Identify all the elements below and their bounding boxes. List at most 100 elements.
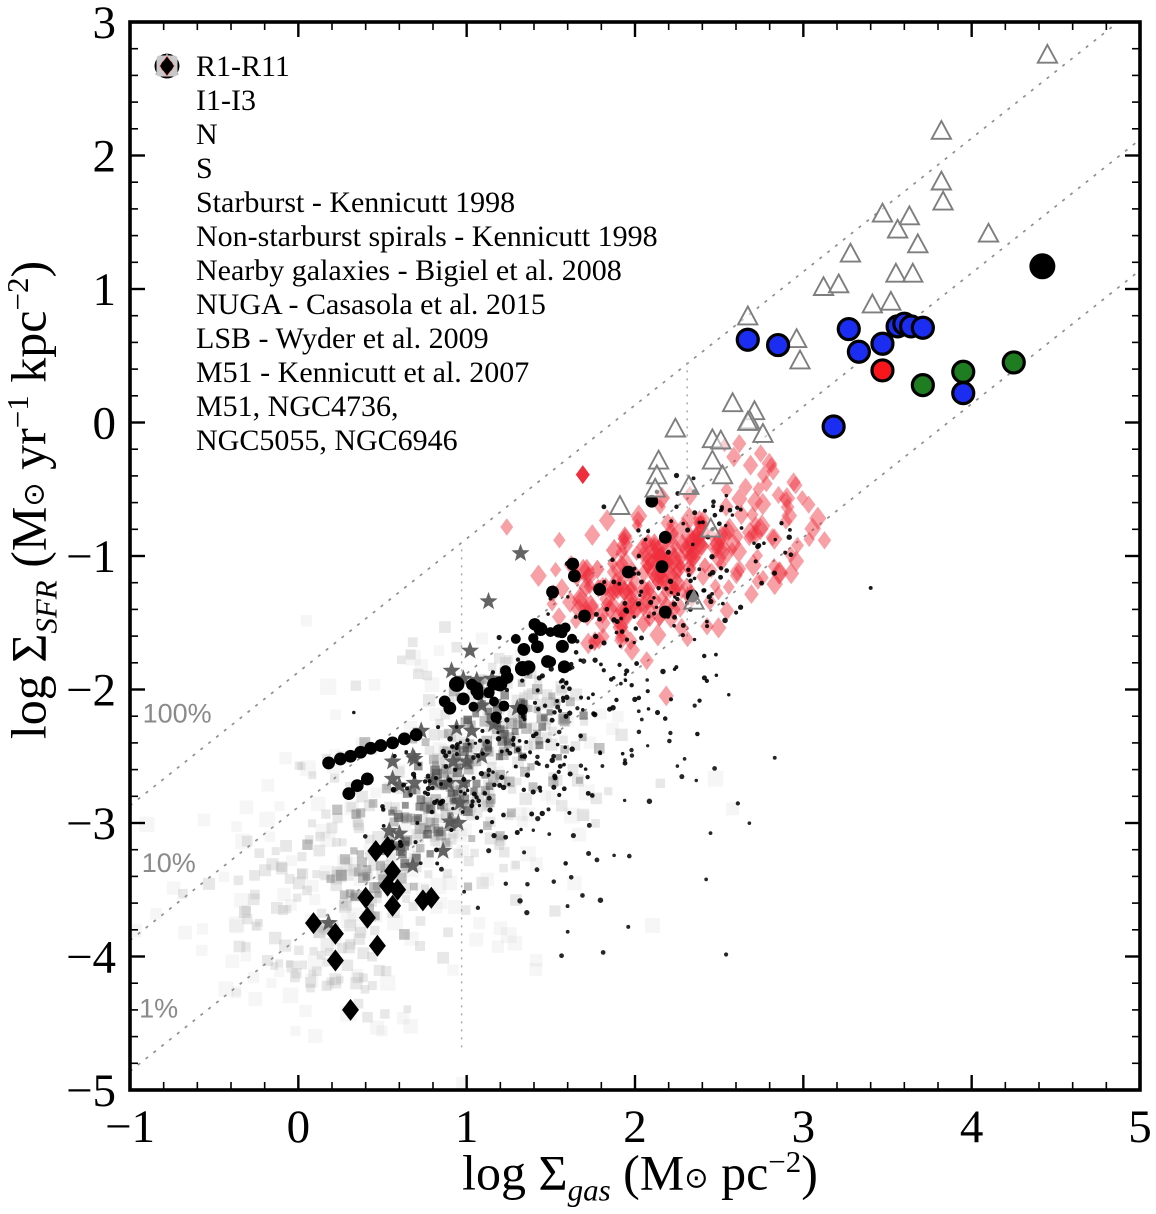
r-regions-point (735, 327, 760, 352)
starburst-point (884, 261, 908, 283)
s-region-legend-marker (150, 53, 196, 185)
non-starburst-point (403, 746, 422, 764)
m51-profiles-point (409, 728, 423, 742)
m51-profiles-point (344, 749, 357, 763)
r-regions-point (846, 339, 871, 364)
m51-profiles-point (360, 772, 374, 786)
lsb-point (368, 934, 386, 957)
starburst-point (898, 204, 921, 226)
legend-label-starburst: Starburst - Kennicutt 1998 (196, 186, 516, 219)
starburst-point (977, 221, 1000, 243)
starburst-point (827, 272, 850, 294)
starburst-point (839, 241, 862, 263)
starburst-point (751, 421, 775, 443)
non-starburst-point (454, 773, 473, 791)
m51-profiles-point (517, 643, 531, 656)
legend-item-r-regions: R1-R11 (150, 50, 658, 84)
non-starburst-point (442, 661, 461, 679)
non-starburst-point (403, 856, 422, 874)
y-tick-−3: −3 (66, 798, 116, 850)
plot-frame (128, 20, 1142, 1092)
legend-item-starburst: Starburst - Kennicutt 1998 (150, 52, 658, 220)
non-starburst-point (383, 752, 402, 770)
m51-profiles-point (546, 585, 559, 599)
r-regions-point (821, 414, 846, 439)
lsb-point (326, 949, 344, 972)
non-starburst-point (461, 641, 480, 659)
lsb-point (305, 912, 322, 935)
lsb-point (422, 886, 440, 909)
legend-label-bigiel: Nearby galaxies - Bigiel et al. 2008 (196, 254, 622, 287)
r-regions-point (765, 332, 791, 358)
y-tick-−5: −5 (66, 1065, 116, 1117)
starburst-point (879, 289, 903, 311)
non-starburst-point (390, 776, 409, 794)
m51-profiles-point (470, 684, 484, 698)
starburst-point (785, 327, 808, 349)
m51-profiles-point (443, 701, 457, 715)
nucleus-legend-marker (150, 54, 196, 151)
x-title-text: log Σ (462, 1144, 568, 1201)
m51-profiles-point (342, 787, 356, 801)
starburst-point (861, 292, 884, 314)
lsb-point (379, 836, 397, 858)
starburst-point (930, 119, 953, 140)
non-starburst-point (405, 773, 424, 791)
legend-label-r-regions: R1-R11 (196, 50, 290, 83)
i-regions-legend-marker (150, 53, 196, 117)
r-regions-point (910, 315, 935, 340)
efficiency-label-10%: 10% (142, 848, 196, 878)
non-starburst-point (424, 770, 442, 788)
m51-profiles-point (386, 736, 399, 750)
m51-profiles-point (578, 609, 591, 623)
non-starburst-point (449, 813, 468, 831)
sun-symbol: ⊙ (684, 1160, 709, 1195)
x-tick-1: 1 (455, 1101, 479, 1153)
starburst-point (736, 409, 759, 431)
series-r-regions (735, 311, 976, 439)
starburst-point (643, 476, 667, 498)
legend-label-m51-small: M51 - Kennicutt et al. 2007 (196, 356, 530, 389)
non-starburst-point (479, 591, 498, 610)
y-tick-−4: −4 (66, 932, 116, 984)
non-starburst-point (444, 752, 463, 770)
efficiency-label-1%: 1% (139, 994, 178, 1024)
m51-profiles-point (364, 741, 378, 755)
efficiency-labels: 100% 10% 1% (139, 699, 212, 1024)
x-title-sub: gas (567, 1172, 611, 1208)
starburst-point (812, 275, 835, 296)
lsb-point (342, 998, 359, 1021)
r-regions-point (870, 331, 895, 356)
non-starburst-point (482, 669, 501, 687)
legend-label-i-regions: I1-I3 (196, 84, 256, 117)
legend-item-nucleus: N (150, 54, 658, 152)
non-starburst-point (508, 698, 527, 716)
legend-label-nucleus: N (196, 118, 218, 151)
m51-profiles-point (541, 655, 554, 668)
y-tick-3: 3 (93, 0, 117, 49)
nucleus-point (1029, 253, 1056, 280)
m51-profiles-point (557, 660, 571, 674)
m51-profiles-point (621, 565, 635, 579)
nuga-point (575, 465, 590, 485)
m51-profiles-point (645, 494, 659, 508)
y-axis-title: log ΣSFR (M⊙ yr−1 kpc−2) (0, 260, 64, 740)
starburst-point (677, 474, 701, 495)
non-starburst-point (383, 769, 402, 787)
x-tick-4: 4 (960, 1101, 984, 1153)
starburst-point (1036, 42, 1059, 64)
starburst-point (931, 189, 955, 211)
r-regions-point (951, 381, 976, 406)
legend-label-non-starburst: Non-starburst spirals - Kennicutt 1998 (196, 220, 658, 253)
non-starburst-point (472, 696, 491, 714)
starburst-point (736, 304, 759, 326)
legend-item-i-regions: I1-I3 (150, 53, 658, 118)
x-tick-3: 3 (792, 1101, 816, 1153)
starburst-point (682, 588, 706, 610)
non-starburst-point (450, 793, 469, 811)
lsb-point (367, 840, 385, 862)
x-tick-2: 2 (623, 1101, 647, 1153)
non-starburst-point (440, 812, 459, 830)
legend-label-nuga: NUGA - Casasola et al. 2015 (196, 288, 546, 321)
